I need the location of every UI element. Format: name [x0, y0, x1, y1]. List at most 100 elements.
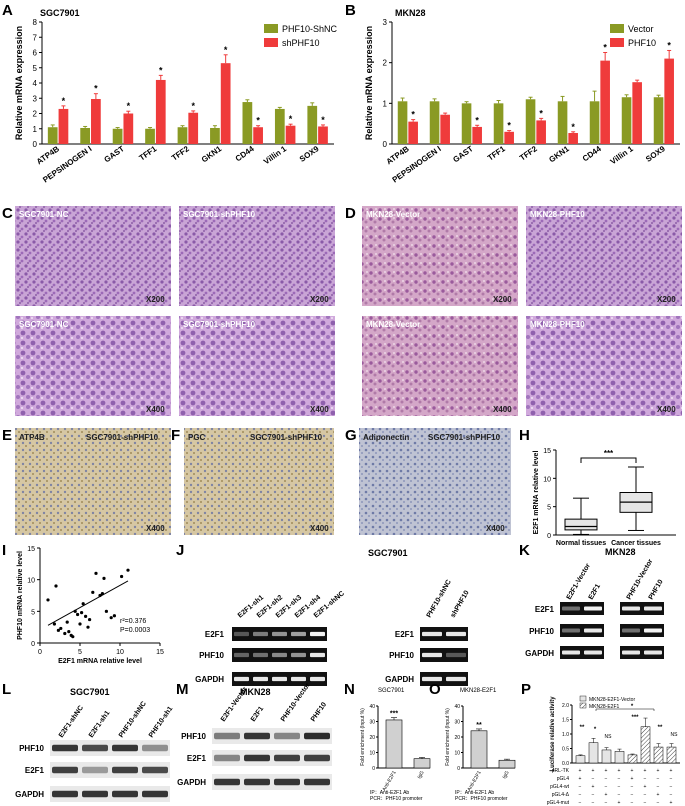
chart-b-ytick-label: 1 — [383, 99, 388, 108]
blot-m-blot-band — [214, 754, 240, 762]
chart-p-legend-swatch — [579, 695, 587, 702]
chart-i-point — [112, 614, 116, 618]
panel-n-foot1: IP：Anti-E2F1 Ab — [370, 790, 409, 796]
chart-i-point — [104, 609, 108, 613]
panel-j-title: SGC7901 — [368, 548, 408, 558]
gel-j-gel-band — [253, 631, 268, 637]
blot-l-blot-band — [142, 766, 168, 774]
gel-k-row-label: GAPDH — [525, 649, 554, 658]
chart-b-legend-swatch — [610, 38, 624, 47]
chart-b-bar — [472, 126, 482, 144]
panel-f-label: F — [171, 427, 180, 444]
chart-i-pvalue: P=0.0003 — [120, 627, 150, 634]
chart-h-y-axis-label: E2F1 mRNA relative level — [533, 451, 540, 535]
chart-b-legend-label: PHF10 — [628, 38, 656, 48]
chart-a-sig-marker: * — [94, 84, 98, 94]
chart-a-bar — [112, 128, 123, 144]
chart-o-ytick-label: 10 — [454, 751, 460, 757]
blot-l-blot-band — [112, 790, 138, 798]
chart-i-point — [65, 620, 69, 624]
gel-k-gel-band — [562, 650, 580, 655]
chart-b-legend-swatch — [610, 24, 624, 33]
chart-h-ytick-label: 5 — [547, 505, 551, 512]
chart-b-bar — [664, 58, 674, 144]
chart-a-category-label: Villin 1 — [262, 144, 289, 166]
chart-i-point — [120, 574, 124, 579]
panel-n-title: SGC7901 — [378, 688, 405, 694]
ihc-f-cell: SGC7901-shPHF10 — [250, 433, 323, 442]
chart-p: 0.0 0.5 1.0 1.5 2.0 Luciferase relative activ… — [547, 695, 680, 806]
chart-a-ytick-label: 4 — [33, 79, 38, 88]
ihc-e-image — [15, 428, 171, 535]
panel-p: P 0.0 0.5 1.0 1.5 2.0 Luciferase relative act… — [521, 681, 680, 806]
gel-k-gel-band — [622, 628, 640, 633]
micrograph-c2-label: SGC7901-shPHF10 — [183, 210, 256, 219]
chart-a-legend-label: shPHF10 — [282, 38, 320, 48]
chart-p-row-sign: − — [592, 800, 595, 806]
chart-n-sig-marker: *** — [390, 711, 398, 718]
blot-l-blot-band — [52, 766, 78, 774]
panel-n-label: N — [344, 681, 355, 698]
blot-m-blot-band — [244, 754, 270, 762]
chart-h-category-label: Cancer tissues — [611, 540, 661, 547]
chart-p-bar — [653, 746, 664, 764]
chart-p-legend-label: MKN28-E2F1 — [589, 704, 620, 710]
chart-p-row-label: pGL4-Δ — [552, 792, 570, 798]
gel-j-gel-band — [234, 652, 249, 658]
gel-j-gel-band — [422, 652, 442, 658]
blot-l-blot-band — [82, 790, 108, 798]
blot-l-lane-label: PHF10-sh1 — [148, 705, 175, 739]
panel-o-title: MKN28-E2F1 — [460, 688, 497, 694]
chart-i-x-axis-label: E2F1 mRNA relative level — [58, 658, 142, 665]
chart-p-row-sign: + — [670, 768, 673, 774]
panel-e: E ATP4B SGC7901-shPHF10 X400 — [2, 427, 171, 535]
gel-j-gel-band — [272, 631, 287, 637]
chart-h-sig-marker: *** — [604, 449, 614, 458]
chart-p-sig-marker: NS — [671, 732, 679, 738]
chart-b-sig-marker: * — [571, 122, 575, 132]
chart-p-bar — [627, 754, 638, 764]
panel-l-label: L — [2, 681, 11, 698]
chart-o-ytick-label: 40 — [454, 704, 460, 710]
chart-o-category-label: IgG — [502, 770, 511, 780]
chart-n-ytick-label: 10 — [369, 751, 375, 757]
panel-k-label: K — [519, 542, 530, 559]
gel-j-gel-band — [234, 631, 249, 637]
panel-o-foot2: PCR：PHF10 promoter — [455, 796, 508, 802]
chart-a-ytick-label: 6 — [33, 49, 38, 58]
chart-p-bar — [588, 742, 599, 764]
chart-a-legend-label: PHF10-ShNC — [282, 24, 338, 34]
chart-p-bar — [575, 755, 586, 764]
chart-a-y-axis-label: Relative mRNA expression — [14, 26, 24, 140]
chart-i-ytick-label: 10 — [27, 578, 35, 585]
chart-p-ytick-label: 0.5 — [562, 747, 569, 753]
chart-b-category-label: TFF2 — [518, 144, 539, 163]
chart-p-row-sign: + — [631, 776, 634, 782]
blot-m-row-label: PHF10 — [181, 732, 206, 741]
micrograph-c4-label: SGC7901-shPHF10 — [183, 320, 256, 329]
chart-a-bar — [242, 102, 253, 144]
chart-a-bar — [253, 127, 263, 144]
chart-i-point — [81, 602, 85, 606]
gel-k-gel-band — [622, 606, 640, 611]
chart-p-row-sign: − — [618, 784, 621, 790]
gel-j-lane-label: shPHF10 — [450, 589, 471, 619]
chart-a-bar — [220, 63, 231, 144]
chart-b-bar — [493, 103, 504, 144]
chart-o-bar — [470, 730, 488, 769]
blot-l-blot-band — [142, 744, 168, 752]
panel-m: M MKN28 E2F1-Vector E2F1 PHF10-VectorPHF10… — [176, 681, 332, 790]
gel-k-gel-strip — [620, 646, 664, 659]
chart-b-ytick-label: 0 — [383, 140, 388, 149]
chart-p-row-sign: − — [631, 784, 634, 790]
ihc-e-cell: SGC7901-shPHF10 — [86, 433, 159, 442]
blot-l-blot-band — [52, 744, 78, 752]
panel-g-label: G — [345, 427, 357, 444]
blot-m-row-label: E2F1 — [187, 754, 207, 763]
chart-a-ytick-label: 2 — [33, 110, 38, 119]
chart-a-bar — [274, 108, 285, 144]
gel-k-gel-strip — [560, 624, 604, 637]
chart-i-point — [102, 576, 106, 581]
chart-p-row-sign: + — [592, 768, 595, 774]
